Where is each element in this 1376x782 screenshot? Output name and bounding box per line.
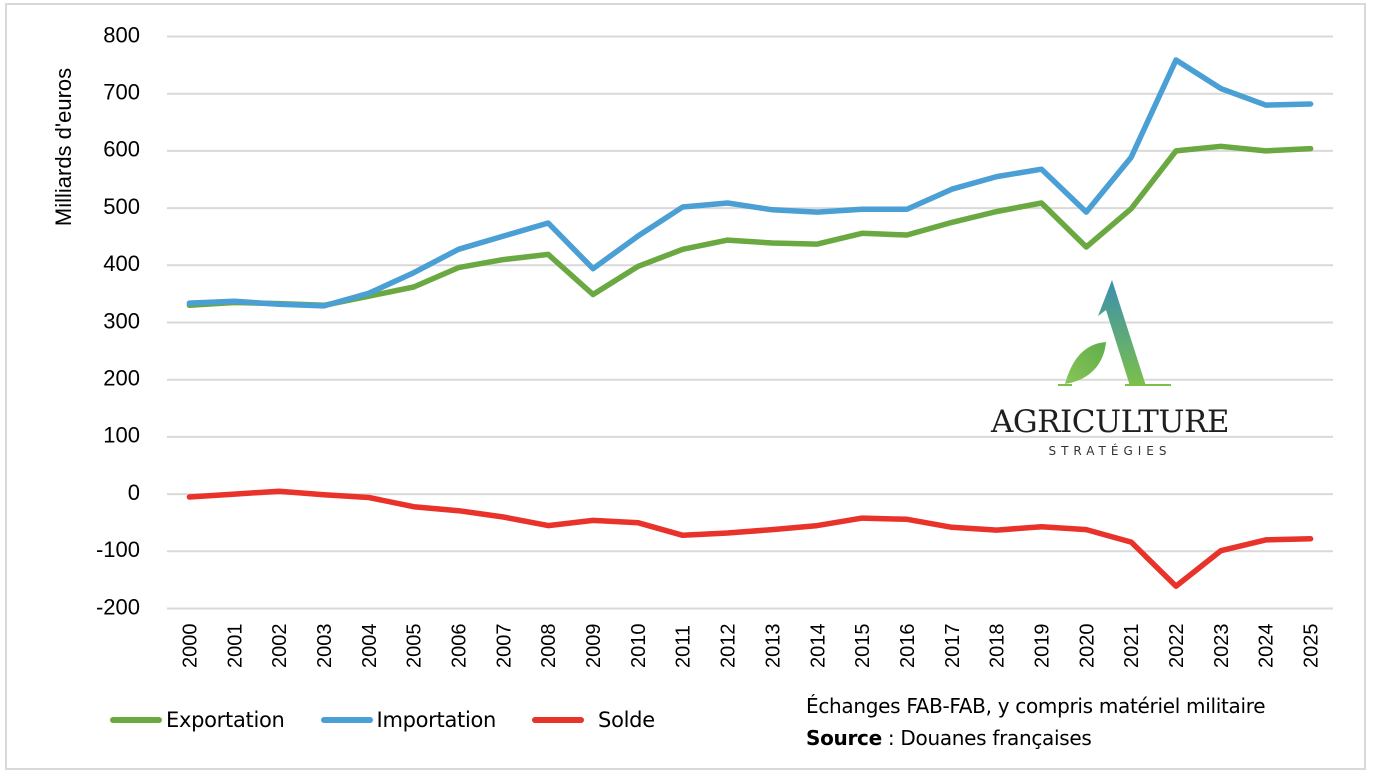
y-tick-label: 300	[103, 308, 140, 333]
y-tick-label: 200	[103, 366, 140, 391]
x-tick-label: 2000	[179, 624, 201, 669]
x-tick-label: 2011	[673, 625, 695, 668]
x-tick-label: 2012	[718, 624, 740, 669]
y-tick-label: 100	[103, 423, 140, 448]
x-tick-label: 2015	[852, 624, 874, 669]
legend-item-importation: Importation	[320, 708, 497, 732]
note-line: Échanges FAB-FAB, y compris matériel mil…	[806, 694, 1266, 718]
series-line-importation	[186, 57, 1314, 309]
y-tick-label: -100	[96, 537, 140, 562]
x-tick-label: 2003	[314, 624, 336, 669]
legend: Exportation Importation Solde	[110, 708, 691, 732]
x-tick-label: 2018	[987, 624, 1009, 668]
x-axis-ticks: 2000 2001 2002 2003 2004 2005 2006 2007 2008 2009…	[179, 624, 1322, 669]
y-axis-ticks: 800 700 600 500 400 300 200 100 0 -100 -200	[96, 22, 140, 619]
legend-label: Importation	[376, 708, 497, 732]
y-tick-label: 800	[103, 22, 140, 47]
agriculture-strategies-logo: AGRICULTURE STRATÉGIES	[980, 276, 1250, 466]
x-tick-label: 2005	[404, 624, 426, 669]
series-points-importation	[189, 59, 1311, 307]
source-text: : Douanes françaises	[881, 726, 1092, 750]
x-tick-label: 2025	[1301, 624, 1323, 669]
y-tick-label: 400	[103, 251, 140, 276]
logo-subtitle: STRATÉGIES	[1048, 444, 1172, 458]
series-lines	[186, 57, 1314, 589]
x-tick-label: 2008	[538, 624, 560, 669]
x-tick-label: 2009	[583, 624, 605, 669]
legend-swatch-exportation	[110, 717, 162, 723]
legend-swatch-solde	[532, 717, 585, 723]
x-tick-label: 2023	[1211, 624, 1233, 669]
x-tick-label: 2007	[493, 624, 515, 669]
y-tick-label: -200	[96, 594, 140, 619]
logo-wordmark: AGRICULTURE	[991, 404, 1229, 440]
x-tick-label: 2024	[1256, 624, 1278, 669]
x-tick-label: 2002	[269, 624, 291, 669]
logo-a-leaf-icon	[1058, 280, 1171, 386]
legend-item-exportation: Exportation	[110, 708, 285, 732]
series-line-solde	[186, 488, 1314, 589]
x-tick-label: 2013	[762, 624, 784, 669]
chart-frame	[5, 3, 1366, 770]
y-tick-label: 700	[103, 80, 140, 105]
x-tick-label: 2021	[1121, 624, 1143, 669]
series-line-exportation	[186, 143, 1314, 309]
source-line: Source : Douanes françaises	[806, 722, 1265, 754]
y-tick-label: 500	[103, 194, 140, 219]
legend-swatch-importation	[320, 717, 373, 723]
x-tick-label: 2016	[897, 624, 919, 669]
x-tick-label: 2017	[942, 624, 964, 669]
x-tick-label: 2020	[1076, 624, 1098, 669]
legend-label: Exportation	[166, 708, 285, 732]
y-axis-label: Milliards d'euros	[51, 68, 76, 226]
x-tick-label: 2004	[359, 624, 381, 669]
x-tick-label: 2022	[1166, 624, 1188, 669]
x-tick-label: 2010	[628, 624, 650, 669]
y-tick-label: 600	[103, 137, 140, 162]
x-tick-label: 2014	[807, 624, 829, 669]
source-label: Source	[806, 726, 882, 750]
source-note: Échanges FAB-FAB, y compris matériel mil…	[806, 690, 1266, 754]
x-tick-label: 2006	[449, 624, 471, 669]
series-points-solde	[189, 491, 1311, 587]
legend-item-solde: Solde	[532, 708, 655, 732]
x-tick-label: 2019	[1032, 624, 1054, 669]
x-tick-label: 2001	[224, 624, 246, 669]
y-tick-label: 0	[128, 480, 140, 505]
legend-label: Solde	[598, 708, 655, 732]
